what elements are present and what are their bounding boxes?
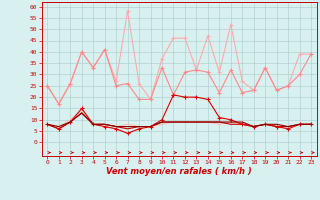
X-axis label: Vent moyen/en rafales ( km/h ): Vent moyen/en rafales ( km/h ) <box>106 167 252 176</box>
